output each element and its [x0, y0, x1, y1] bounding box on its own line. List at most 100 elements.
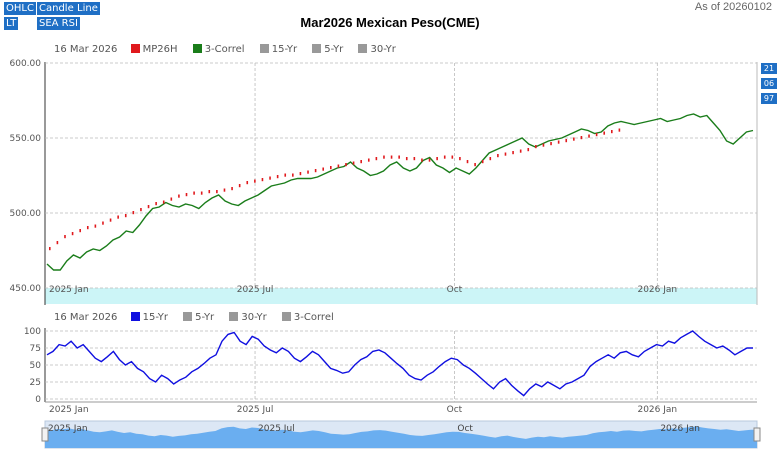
mp26h-mark — [185, 193, 188, 197]
mp26h-mark — [390, 155, 393, 159]
navigator-left-handle[interactable] — [41, 427, 49, 442]
mp26h-mark — [497, 154, 499, 158]
legend-label: 5-Yr — [195, 312, 215, 323]
swatch-icon — [183, 312, 193, 321]
mp26h-mark — [504, 152, 507, 156]
mp26h-mark — [519, 149, 522, 153]
legend-label: 15-Yr — [142, 312, 168, 323]
legend-item-5-yr[interactable]: 5-Yr — [312, 44, 343, 55]
mp26h-mark — [345, 163, 347, 167]
legend-item-mp26h[interactable]: MP26H — [130, 44, 178, 55]
line-button[interactable]: Line — [75, 2, 100, 15]
x-tick-label: 2026 Jan — [637, 285, 677, 295]
mp26h-mark — [223, 188, 226, 192]
legend-item-3-correl[interactable]: 3-Correl — [281, 312, 334, 323]
series-line-15-yr — [46, 330, 753, 397]
mp26h-mark — [481, 160, 484, 164]
navigator-labels: 2025 Jan 2025 Jul Oct 2026 Jan — [48, 424, 700, 434]
price-series — [46, 113, 754, 271]
ohlc-button[interactable]: OHLC — [4, 2, 36, 15]
legend-item-5-yr[interactable]: 5-Yr — [183, 312, 214, 323]
right-badge: 97 — [761, 93, 777, 104]
mp26h-mark — [611, 130, 613, 134]
legend-item-30-yr[interactable]: 30-Yr — [229, 312, 267, 323]
legend-item-15-yr[interactable]: 15-Yr — [130, 312, 168, 323]
mp26h-mark — [474, 163, 476, 167]
y-tick-label: 75 — [30, 344, 41, 354]
mp26h-mark — [124, 214, 127, 218]
mp26h-mark — [49, 247, 51, 251]
mp26h-mark — [216, 190, 218, 194]
legend-label: 15-Yr — [271, 44, 298, 55]
mp26h-mark — [147, 205, 150, 209]
series-line-3-correl — [46, 113, 754, 271]
legend-date: 16 Mar 2026 — [54, 44, 118, 55]
legend-item-15-yr[interactable]: 15-Yr — [259, 44, 298, 55]
mp26h-mark — [254, 179, 256, 183]
mp26h-mark — [565, 139, 568, 143]
price-x-ticks: 2025 Jan 2025 Jul Oct 2026 Jan — [49, 285, 677, 295]
x-tick-label: 2025 Jan — [49, 405, 89, 415]
mp26h-mark — [102, 221, 104, 225]
mp26h-mark — [588, 134, 590, 138]
navigator-label: 2025 Jan — [48, 424, 88, 434]
mp26h-mark — [436, 157, 438, 161]
mp26h-mark — [162, 200, 165, 204]
x-tick-label: Oct — [447, 405, 463, 415]
x-tick-label: 2025 Jul — [237, 285, 274, 295]
mp26h-mark — [405, 157, 408, 161]
mp26h-mark — [330, 166, 332, 170]
mp26h-mark — [337, 164, 340, 168]
candle-button[interactable]: Candle — [37, 2, 76, 15]
chart-title: Mar2026 Mexican Peso(CME) — [300, 15, 480, 30]
x-tick-label: 2025 Jan — [49, 285, 89, 295]
legend-label: 30-Yr — [370, 44, 396, 55]
swatch-icon — [130, 312, 140, 321]
mp26h-mark — [79, 229, 81, 233]
price-grid — [45, 62, 757, 289]
y-tick-label: 100 — [24, 327, 41, 337]
sea-rsi-button[interactable]: SEA RSI — [37, 17, 80, 30]
mp26h-mark — [269, 176, 271, 180]
mp26h-mark — [299, 172, 302, 176]
legend-label: 3-Correl — [204, 44, 245, 55]
y-tick-label: 550.00 — [10, 134, 42, 144]
mp26h-mark — [178, 194, 180, 198]
mp26h-mark — [155, 202, 157, 206]
mp26h-mark — [527, 148, 530, 152]
legend-item-3-correl[interactable]: 3-Correl — [192, 44, 245, 55]
mp26h-mark — [200, 191, 203, 195]
mp26h-mark — [428, 158, 431, 162]
mp26h-mark — [367, 158, 370, 162]
mp26h-mark — [314, 169, 317, 173]
legend-label: 5-Yr — [324, 44, 344, 55]
navigator-right-handle[interactable] — [753, 427, 761, 442]
mp26h-mark — [56, 241, 59, 245]
swatch-icon — [130, 44, 140, 53]
mp26h-mark — [398, 155, 400, 159]
lt-button[interactable]: LT — [4, 17, 19, 30]
right-badge: 06 — [761, 78, 777, 89]
mp26h-mark — [466, 160, 469, 164]
legend-item-30-yr[interactable]: 30-Yr — [358, 44, 396, 55]
mp26h-mark — [580, 136, 583, 140]
mp26h-mark — [86, 226, 89, 230]
mp26h-mark — [246, 181, 249, 185]
mp26h-mark — [109, 218, 112, 222]
mp26h-mark — [489, 157, 492, 161]
mp26h-mark — [557, 140, 560, 144]
price-y-ticks: 600.00 550.00 500.00 450.00 — [10, 59, 42, 294]
mp26h-mark — [512, 151, 514, 155]
legend-label: MP26H — [142, 44, 178, 55]
mp26h-mark — [413, 157, 416, 161]
mp26h-mark — [573, 137, 575, 141]
mp26h-mark — [170, 197, 173, 201]
mp26h-mark — [443, 155, 446, 159]
rsi-series — [46, 330, 753, 397]
mp26h-mark — [71, 232, 74, 236]
x-tick-label: 2026 Jan — [637, 405, 677, 415]
mp26h-mark — [421, 158, 423, 162]
mp26h-mark — [261, 178, 264, 182]
y-tick-label: 600.00 — [10, 59, 42, 69]
